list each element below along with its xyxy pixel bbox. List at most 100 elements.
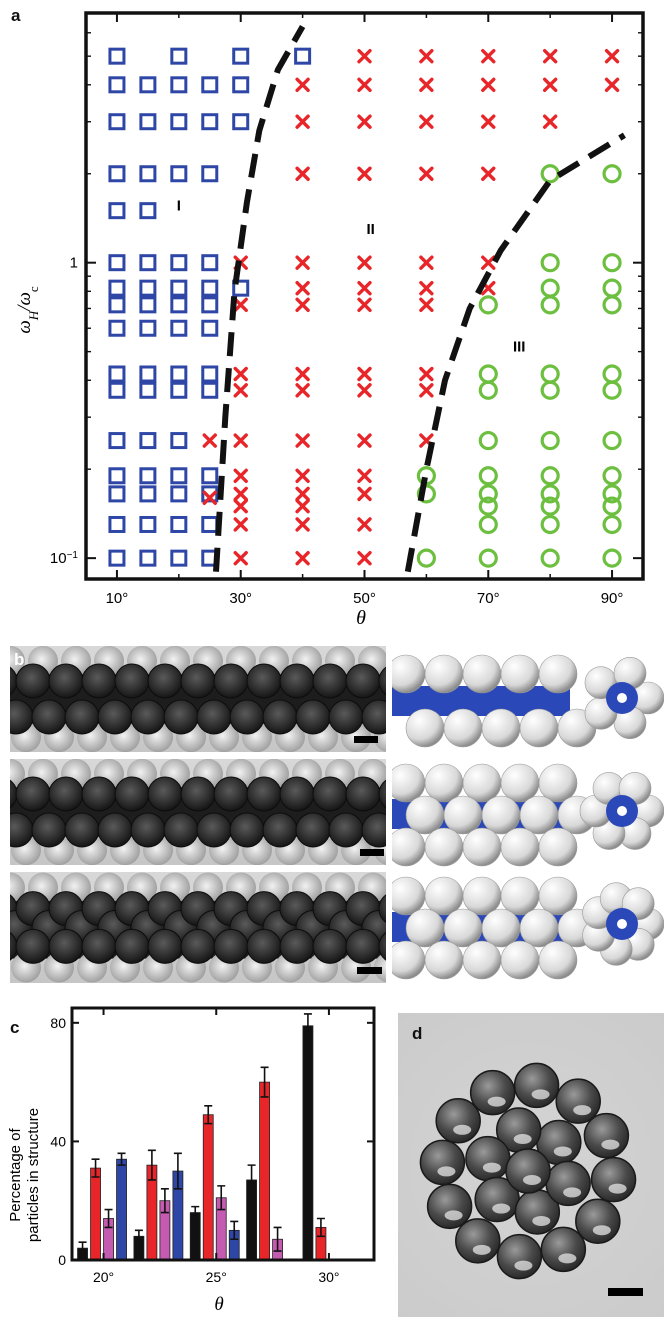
cross-marker — [233, 550, 248, 566]
chain-image-3 — [10, 872, 386, 983]
square-marker — [108, 76, 126, 94]
cross-marker — [542, 77, 558, 93]
square-marker — [170, 279, 188, 297]
cross-marker — [233, 486, 248, 502]
square-marker — [201, 467, 219, 485]
sphere-models — [392, 654, 664, 980]
cross-marker — [233, 366, 248, 382]
scale-bar — [608, 1288, 643, 1296]
circle-marker — [478, 514, 498, 535]
cross-marker — [357, 468, 372, 483]
cross-marker — [295, 297, 310, 313]
square-marker — [108, 165, 126, 183]
square-marker — [139, 76, 157, 94]
percentage-bar-chart: 0 40 80 20° 25° 30° Percentage of particles i… — [7, 1006, 376, 1315]
x-tick-label: 10° — [106, 590, 129, 607]
square-marker — [108, 319, 126, 337]
circle-marker — [540, 278, 560, 298]
cross-marker — [357, 550, 372, 566]
chain-image-1 — [10, 646, 386, 752]
circle-marker — [540, 484, 560, 504]
error-bar — [217, 1185, 226, 1211]
side-view-model — [392, 654, 597, 752]
circle-marker — [602, 496, 622, 516]
square-marker — [139, 365, 157, 383]
circle-marker — [602, 484, 622, 504]
cross-marker — [357, 297, 372, 313]
y-tick-label: 80 — [50, 1015, 66, 1031]
end-view-model — [579, 772, 664, 850]
bar — [302, 1025, 314, 1261]
cross-marker — [419, 383, 434, 398]
circle-marker — [540, 466, 560, 486]
error-bar — [204, 1105, 213, 1125]
cross-marker — [233, 383, 248, 398]
circle-marker — [602, 466, 622, 486]
region-label: I — [177, 198, 181, 215]
cross-marker — [233, 433, 248, 448]
square-marker — [108, 381, 126, 399]
square-marker — [170, 365, 188, 383]
cross-marker — [357, 77, 372, 93]
chain-image-2 — [10, 759, 386, 865]
square-marker — [201, 365, 219, 383]
side-view-model — [392, 763, 597, 867]
particle-chain — [10, 872, 386, 983]
square-marker — [108, 254, 126, 272]
cross-marker — [295, 498, 310, 514]
cross-marker — [419, 114, 434, 129]
square-marker — [170, 467, 188, 485]
square-marker — [108, 365, 126, 383]
square-marker — [139, 485, 157, 503]
cross-marker — [295, 166, 310, 181]
error-bar — [117, 1152, 126, 1166]
cross-marker — [295, 383, 310, 398]
cross-marker — [233, 498, 248, 514]
circle-marker — [602, 253, 622, 273]
x-tick-label: 50° — [353, 590, 376, 607]
square-marker — [108, 47, 126, 65]
cross-marker — [295, 486, 310, 502]
circle-marker — [540, 514, 560, 535]
square-marker — [108, 113, 126, 131]
circle-marker — [478, 380, 498, 400]
error-bar — [147, 1149, 156, 1181]
square-marker — [108, 202, 126, 220]
circle-marker — [540, 548, 560, 568]
particle-cluster — [419, 1062, 637, 1280]
bar — [189, 1212, 201, 1261]
square-marker — [201, 113, 219, 131]
circle-marker — [602, 430, 622, 451]
circle-marker — [478, 466, 498, 486]
square-marker — [139, 549, 157, 567]
cross-marker — [481, 166, 496, 181]
bar — [90, 1167, 101, 1261]
bar — [202, 1114, 214, 1261]
square-marker — [170, 254, 188, 272]
ylabel-slash-omega: /ω — [14, 292, 35, 312]
xlabel-theta-c: θ — [214, 1294, 223, 1315]
square-marker — [108, 549, 126, 567]
region-label: II — [367, 221, 375, 238]
cross-marker — [202, 433, 217, 448]
error-bar — [91, 1158, 100, 1178]
cross-marker — [419, 77, 434, 93]
x-tick-label: 30° — [229, 590, 252, 607]
cross-marker — [481, 255, 496, 270]
cross-marker — [295, 280, 310, 296]
cross-marker — [604, 48, 620, 64]
circle-marker — [478, 548, 498, 568]
x-tick-label: 90° — [601, 590, 624, 607]
square-marker — [170, 47, 188, 65]
ylabel-line2: particles in structure — [25, 1108, 42, 1242]
cross-marker — [481, 77, 496, 93]
square-marker — [201, 319, 219, 337]
cross-marker — [542, 48, 558, 64]
bar — [116, 1158, 127, 1261]
side-view-model — [392, 876, 597, 980]
microscopy-image-1 — [10, 646, 386, 752]
square-marker — [139, 202, 157, 220]
panel-label-a: a — [11, 6, 21, 25]
square-marker — [170, 296, 188, 314]
circle-marker — [602, 514, 622, 535]
